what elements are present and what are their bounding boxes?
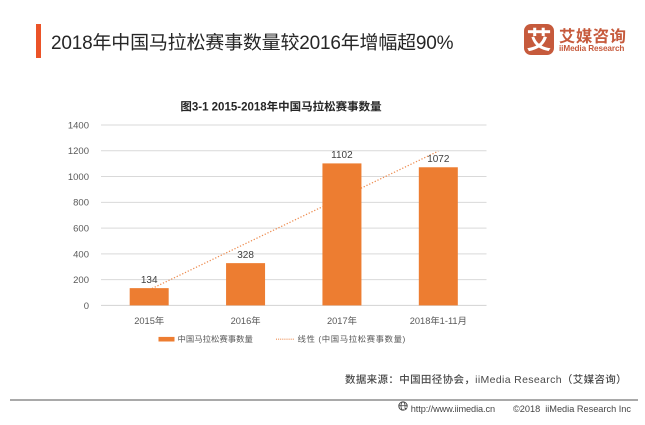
logo-icon: 艾	[524, 24, 554, 55]
bar-value-label: 1072	[427, 150, 450, 165]
trendline	[148, 150, 439, 291]
footer-company: iiMedia Research Inc	[545, 401, 631, 415]
bar-value-label: 1102	[331, 146, 353, 161]
footer-rule	[10, 399, 638, 401]
logo: 艾 艾媒咨询 iiMedia Research	[524, 22, 644, 58]
page-title: 2018年中国马拉松赛事数量较2016年增幅超90%	[51, 28, 454, 55]
y-tick-label: 800	[73, 195, 89, 209]
y-tick-label: 0	[84, 298, 89, 312]
bar-2016年	[226, 263, 266, 306]
footer-copyright: ©2018	[512, 401, 541, 415]
logo-name-cn: 艾媒咨询	[559, 22, 627, 47]
legend-trendline-label: 线性 (中国马拉松赛事数量)	[298, 333, 406, 345]
x-tick-label: 2018年1-11月	[410, 313, 467, 327]
y-tick-label: 200	[73, 272, 89, 286]
legend-bar-label: 中国马拉松赛事数量	[178, 333, 253, 345]
bar-2017年	[322, 163, 362, 306]
logo-icon-glyph: 艾	[526, 21, 552, 57]
y-tick-label: 1400	[68, 117, 89, 131]
logo-name-en: iiMedia Research	[559, 41, 625, 54]
x-tick-label: 2017年	[327, 313, 357, 327]
chart-title: 图3-1 2015-2018年中国马拉松赛事数量	[180, 99, 382, 115]
y-tick-label: 1200	[68, 143, 89, 157]
source-note: 数据来源：中国田径协会，iiMedia Research（艾媒咨询）	[344, 371, 627, 387]
footer: http://www.iimedia.cn ©2018 iiMedia Rese…	[398, 400, 631, 415]
bar-value-label: 134	[141, 271, 158, 286]
y-tick-label: 1000	[68, 169, 89, 183]
x-tick-label: 2015年	[134, 313, 164, 327]
bar-2018年1-11月	[418, 167, 458, 306]
globe-icon	[398, 400, 409, 411]
bar-2015年	[129, 288, 169, 306]
y-tick-label: 400	[73, 246, 89, 260]
x-tick-label: 2016年	[231, 313, 261, 327]
y-tick-label: 600	[73, 220, 89, 234]
title-accent-bar	[36, 24, 41, 58]
footer-url: http://www.iimedia.cn	[410, 401, 495, 415]
legend-bar-swatch	[158, 336, 175, 342]
bar-value-label: 328	[237, 246, 254, 261]
